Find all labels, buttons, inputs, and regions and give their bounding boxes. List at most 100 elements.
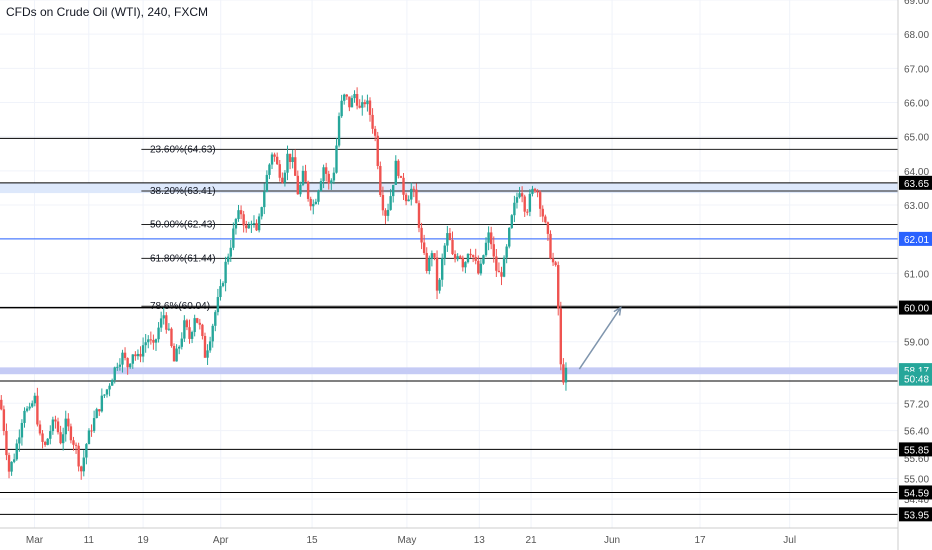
candle-body bbox=[549, 233, 552, 259]
candle-body bbox=[268, 164, 271, 175]
candle-body bbox=[38, 424, 42, 434]
projection-arrow[interactable] bbox=[578, 306, 622, 370]
price-tick-label: 55.60 bbox=[904, 454, 929, 465]
candle-body bbox=[198, 322, 202, 325]
candle-body bbox=[412, 188, 416, 190]
candle-body bbox=[239, 210, 243, 215]
candle-body bbox=[384, 210, 387, 216]
fib-level-label: 78.6%(60.04) bbox=[150, 301, 210, 312]
candle-body bbox=[59, 432, 62, 444]
candle-body bbox=[28, 406, 31, 409]
price-tag-bg bbox=[899, 300, 932, 315]
candle-body bbox=[538, 192, 542, 209]
time-tick-label: 21 bbox=[525, 535, 537, 546]
candle-body bbox=[337, 116, 341, 146]
candle-body bbox=[399, 175, 403, 178]
candle-body bbox=[386, 209, 390, 216]
candle-body bbox=[557, 265, 560, 309]
candle-body bbox=[72, 440, 75, 445]
candle-body bbox=[520, 193, 524, 197]
candle-body bbox=[69, 426, 73, 441]
candle-body bbox=[495, 256, 498, 271]
candle-body bbox=[474, 256, 477, 261]
time-axis[interactable]: Mar 11 19 Apr 15 May 13 21 Jun 17 Jul bbox=[0, 527, 898, 546]
price-tag-bg bbox=[899, 231, 932, 246]
candle-body bbox=[250, 223, 253, 226]
candle-body bbox=[306, 181, 310, 199]
price-tick-label: 69.00 bbox=[904, 0, 929, 7]
candle-body bbox=[430, 253, 434, 259]
candle-body bbox=[531, 188, 534, 194]
candle-body bbox=[278, 164, 281, 178]
candle-body bbox=[327, 173, 330, 184]
candle-body bbox=[438, 279, 441, 291]
time-tick-label: Jun bbox=[604, 535, 620, 546]
candle-body bbox=[175, 348, 178, 362]
candle-body bbox=[15, 443, 18, 460]
candle-body bbox=[523, 196, 526, 212]
candle-body bbox=[219, 286, 222, 298]
candle-body bbox=[167, 328, 171, 330]
candle-body bbox=[335, 145, 338, 173]
price-tick-label: 57.20 bbox=[904, 399, 929, 410]
candle-body bbox=[54, 419, 57, 422]
candle-body bbox=[87, 430, 91, 445]
candle-body bbox=[528, 193, 532, 212]
candle-body bbox=[533, 188, 537, 192]
candle-body bbox=[5, 431, 8, 456]
candle-body bbox=[77, 445, 80, 467]
candle-body bbox=[190, 332, 194, 339]
candle-body bbox=[366, 100, 369, 105]
candle-body bbox=[332, 172, 336, 181]
candle-body bbox=[440, 258, 444, 280]
candle-body bbox=[407, 199, 410, 202]
candle-body bbox=[33, 395, 37, 404]
candle-body bbox=[226, 256, 230, 262]
candle-body bbox=[108, 385, 111, 390]
highlight-zone bbox=[0, 182, 898, 194]
candle-body bbox=[373, 128, 377, 136]
price-axis[interactable]: 69.0068.0067.0066.0065.0064.0063.0062.00… bbox=[897, 0, 929, 550]
candle-body bbox=[183, 320, 186, 339]
candle-body bbox=[273, 154, 276, 157]
price-tag-bg bbox=[899, 175, 932, 190]
candle-body bbox=[46, 438, 49, 445]
candle-body bbox=[340, 100, 343, 117]
candle-body bbox=[90, 430, 93, 432]
candle-body bbox=[147, 339, 150, 343]
candle-body bbox=[301, 170, 305, 185]
candle-body bbox=[255, 223, 258, 231]
candle-body bbox=[118, 364, 122, 367]
candle-body bbox=[110, 380, 114, 386]
candle-body bbox=[471, 255, 475, 257]
candle-body bbox=[544, 216, 547, 223]
price-tag-bg bbox=[899, 371, 932, 386]
arrow-shaft bbox=[578, 307, 622, 370]
candle-body bbox=[263, 191, 266, 208]
candle-body bbox=[559, 308, 563, 365]
candle-body bbox=[420, 227, 423, 243]
candle-body bbox=[141, 345, 145, 357]
candle-body bbox=[136, 353, 140, 357]
candle-body bbox=[502, 257, 506, 277]
candle-body bbox=[296, 175, 300, 195]
candle-body bbox=[358, 105, 361, 108]
candle-body bbox=[64, 418, 67, 435]
price-tag-bg bbox=[899, 485, 932, 500]
candle-body bbox=[536, 191, 539, 193]
candle-body bbox=[428, 258, 431, 272]
time-tick-label: 17 bbox=[694, 535, 706, 546]
candle-body bbox=[172, 345, 176, 362]
candle-body bbox=[299, 184, 302, 195]
candle-body bbox=[51, 419, 55, 432]
candle-body bbox=[456, 256, 459, 260]
candle-body bbox=[392, 184, 395, 197]
candle-body bbox=[80, 466, 83, 472]
price-tick-label: 54.40 bbox=[904, 495, 929, 506]
time-tick-label: 13 bbox=[474, 535, 486, 546]
candle-body bbox=[551, 258, 555, 263]
candle-body bbox=[345, 94, 348, 97]
time-tick-label: Apr bbox=[213, 535, 229, 546]
price-tick-label: 61.00 bbox=[904, 269, 929, 280]
